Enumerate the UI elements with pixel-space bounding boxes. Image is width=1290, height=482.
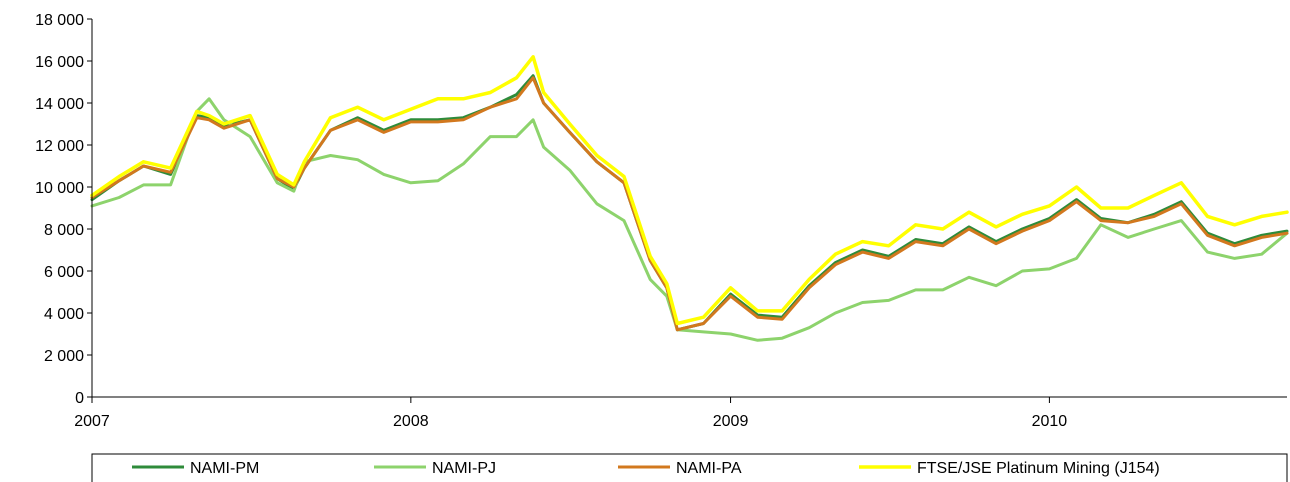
series-line-nami-pa bbox=[90, 76, 1289, 332]
legend-label: NAMI-PM bbox=[190, 460, 259, 477]
x-tick-label: 2007 bbox=[74, 413, 110, 430]
series-layer bbox=[90, 55, 1289, 342]
series-line-ftse-jse-platinum-mining-j154 bbox=[90, 55, 1289, 326]
y-tick-label: 18 000 bbox=[35, 12, 84, 29]
y-tick-label: 0 bbox=[75, 390, 84, 407]
y-tick-label: 16 000 bbox=[35, 54, 84, 71]
y-tick-label: 12 000 bbox=[35, 138, 84, 155]
y-tick-label: 10 000 bbox=[35, 180, 84, 197]
y-tick-label: 8 000 bbox=[44, 222, 84, 239]
legend-label: FTSE/JSE Platinum Mining (J154) bbox=[917, 460, 1160, 477]
y-tick-label: 6 000 bbox=[44, 264, 84, 281]
y-tick-label: 4 000 bbox=[44, 306, 84, 323]
axes-layer: 0 2 000 4 000 6 000 8 000 10 000 12 000 14 000 1… bbox=[35, 12, 1287, 430]
legend-label: NAMI-PJ bbox=[432, 460, 496, 477]
x-tick-label: 2009 bbox=[713, 413, 749, 430]
legend: NAMI-PM NAMI-PJ NAMI-PA FTSE/JSE Platinum M… bbox=[91, 453, 1288, 482]
x-tick-label: 2008 bbox=[393, 413, 429, 430]
legend-box bbox=[91, 453, 1288, 482]
series-line-nami-pm bbox=[90, 74, 1289, 332]
series-line-nami-pj bbox=[90, 97, 1289, 342]
x-tick-label: 2010 bbox=[1032, 413, 1068, 430]
legend-label: NAMI-PA bbox=[676, 460, 742, 477]
y-tick-label: 14 000 bbox=[35, 96, 84, 113]
y-tick-label: 2 000 bbox=[44, 348, 84, 365]
